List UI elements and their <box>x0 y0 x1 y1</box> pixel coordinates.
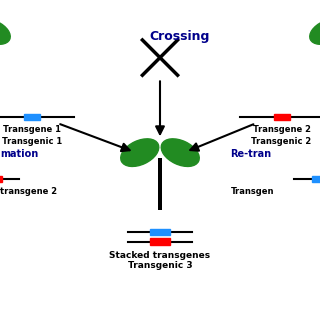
Text: mation: mation <box>0 148 38 159</box>
Ellipse shape <box>161 139 199 166</box>
Text: Transgene 2: Transgene 2 <box>252 125 311 134</box>
Bar <box>150 229 170 235</box>
Text: Re-tran: Re-tran <box>230 148 272 159</box>
Text: Transgene 1: Transgene 1 <box>3 125 61 134</box>
Ellipse shape <box>0 19 10 44</box>
Text: Stacked transgenes: Stacked transgenes <box>109 251 211 260</box>
Text: Transgen: Transgen <box>230 187 274 196</box>
Text: Transgenic 3: Transgenic 3 <box>128 261 192 270</box>
Text: Transgenic 2: Transgenic 2 <box>252 137 312 146</box>
Text: Transgenic 1: Transgenic 1 <box>2 137 62 146</box>
Bar <box>312 176 320 182</box>
Ellipse shape <box>121 139 159 166</box>
Text: transgene 2: transgene 2 <box>0 187 57 196</box>
Bar <box>0 176 2 182</box>
Bar <box>24 114 40 120</box>
Ellipse shape <box>310 19 320 44</box>
Bar <box>274 114 290 120</box>
Text: Crossing: Crossing <box>149 30 209 43</box>
Bar <box>150 238 170 245</box>
